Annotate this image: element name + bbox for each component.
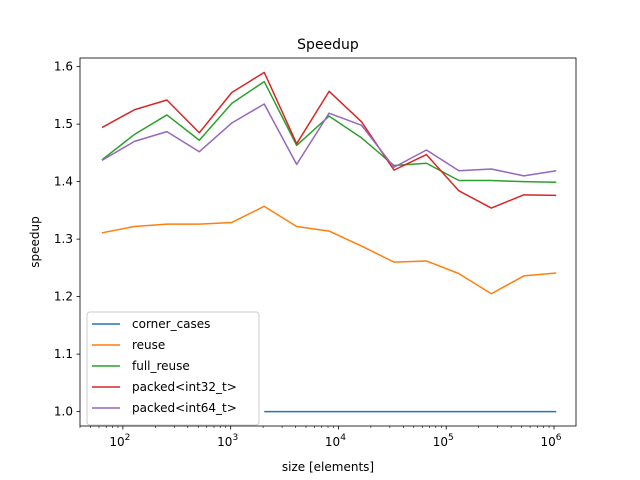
y-tick-label-1: 1.1 <box>54 347 73 361</box>
y-axis-label: speedup <box>28 216 42 267</box>
legend-box <box>86 311 260 426</box>
x-axis-label: size [elements] <box>282 460 374 474</box>
y-tick-label-2: 1.2 <box>54 290 73 304</box>
series-line-4 <box>101 103 557 177</box>
legend-label-2: full_reuse <box>132 359 190 373</box>
series-line-1 <box>101 205 557 295</box>
chart-title: Speedup <box>297 37 359 53</box>
legend-label-4: packed<int64_t> <box>132 401 237 415</box>
plot-marks <box>101 71 557 413</box>
y-tick-label-3: 1.3 <box>54 232 73 246</box>
y-tick-label-0: 1.0 <box>54 405 73 419</box>
y-tick-label-5: 1.5 <box>54 117 73 131</box>
y-tick-label-4: 1.4 <box>54 175 73 189</box>
legend-label-1: reuse <box>132 338 165 352</box>
series-line-3 <box>101 71 557 209</box>
x-axis-ticks: 102 103 104 105 106 <box>79 426 562 449</box>
legend-label-3: packed<int32_t> <box>132 380 237 394</box>
series-line-2 <box>101 80 557 183</box>
legend-label-0: corner_cases <box>132 317 210 331</box>
y-tick-label-6: 1.6 <box>54 60 73 74</box>
y-axis-ticks: 1.0 1.1 1.2 1.3 1.4 1.5 1.6 <box>54 60 80 419</box>
